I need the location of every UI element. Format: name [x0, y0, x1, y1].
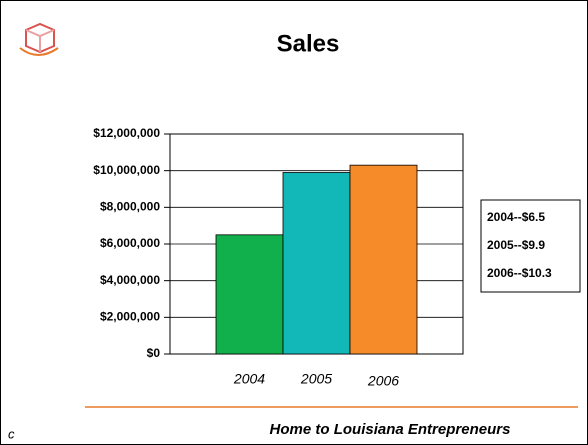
bar [282, 172, 351, 355]
legend-label: 2004--$6.5 [487, 210, 545, 224]
x-tick-label: 2004 [233, 371, 265, 387]
logo-box-edges [25, 29, 55, 52]
y-tick-label: $8,000,000 [100, 200, 160, 214]
logo-box [25, 22, 55, 54]
y-tick-label: $6,000,000 [100, 236, 160, 250]
y-tick-label: $0 [147, 346, 161, 360]
legend-label: 2006--$10.3 [487, 266, 552, 280]
y-tick-label: $12,000,000 [93, 126, 160, 140]
y-tick-label: $2,000,000 [100, 310, 160, 324]
y-tick-label: $10,000,000 [93, 163, 160, 177]
legend-box [480, 199, 581, 293]
x-tick-label: 2006 [367, 373, 399, 389]
logo-swoosh [19, 47, 59, 56]
footer-text: Home to Louisiana Entrepreneurs [270, 421, 511, 438]
legend-label: 2005--$9.9 [487, 238, 545, 252]
bar [349, 164, 418, 355]
bar [215, 234, 284, 355]
chart-title: Sales [277, 30, 340, 57]
y-tick-label: $4,000,000 [100, 273, 160, 287]
corner-text: c [8, 426, 15, 441]
logo [19, 22, 59, 56]
x-tick-label: 2005 [300, 371, 332, 387]
